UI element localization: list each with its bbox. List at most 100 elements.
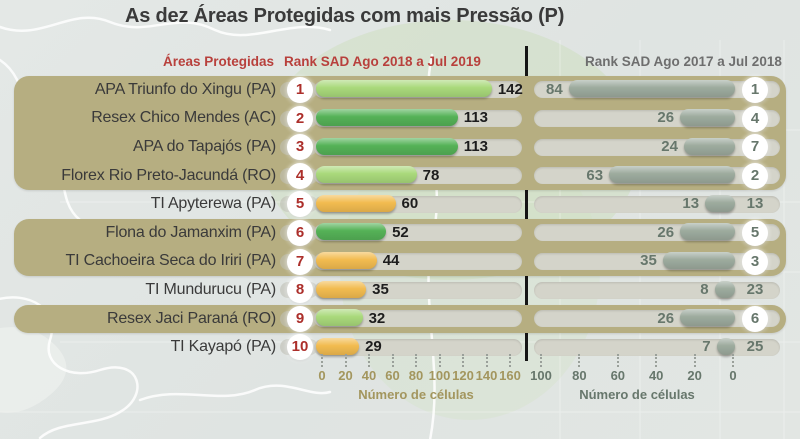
axis-tick <box>655 354 658 367</box>
areas-column-header: Áreas Protegidas <box>163 54 275 69</box>
cells-value-2018: 84 <box>546 80 563 98</box>
pressure-bar-2019 <box>316 109 458 127</box>
chart-row: APA do Tapajós (PA) 3 113 24 7 <box>0 133 800 162</box>
rank-badge-2018: 5 <box>742 219 768 246</box>
cells-value-2018: 26 <box>657 223 675 241</box>
cells-value-2018: 63 <box>586 166 604 184</box>
rank-badge-2019: 3 <box>287 134 313 161</box>
right-period-header: Rank SAD Ago 2017 a Jul 2018 <box>585 54 782 69</box>
pressure-bar-2019 <box>316 137 458 155</box>
period-divider-line <box>525 46 528 361</box>
left-axis-caption: Número de células <box>358 387 474 402</box>
pressure-bar-2019 <box>316 194 396 212</box>
axis-tick-label: 140 <box>475 368 498 383</box>
cells-value-2018: 7 <box>702 338 711 356</box>
rank-badge-2019: 2 <box>287 105 313 132</box>
rank-badge-2018: 6 <box>742 305 768 332</box>
area-label: TI Mundurucu (PA) <box>145 280 276 298</box>
axis-tick-label: 40 <box>361 368 377 383</box>
pressure-bar-2019 <box>316 337 360 355</box>
area-label: Resex Jaci Paraná (RO) <box>107 309 276 327</box>
chart-row: Resex Jaci Paraná (RO) 9 32 26 6 <box>0 305 800 334</box>
rank-badge-2019: 9 <box>287 305 313 332</box>
pressure-bar-2019 <box>316 166 417 184</box>
axis-tick <box>321 354 323 367</box>
chart-row: Florex Rio Preto-Jacundá (RO) 4 78 63 2 <box>0 162 800 191</box>
bar-track-2019 <box>314 338 522 356</box>
chart-row: TI Mundurucu (PA) 8 35 8 23 <box>0 276 800 305</box>
bar-track-2019 <box>314 310 522 328</box>
cells-value-2018: 26 <box>657 309 675 327</box>
pressure-bar-2019 <box>316 223 387 241</box>
rank-badge-2018: 7 <box>742 134 768 161</box>
area-label: Resex Chico Mendes (AC) <box>91 109 276 127</box>
axis-tick-label: 60 <box>610 368 626 383</box>
cells-value-2019: 78 <box>422 166 440 184</box>
axis-tick-label: 20 <box>687 368 702 383</box>
chart-row: Flona do Jamanxim (PA) 6 52 26 5 <box>0 219 800 248</box>
axis-tick-label: 80 <box>572 368 587 383</box>
cells-value-2019: 29 <box>365 338 382 356</box>
axis-tick <box>415 354 417 367</box>
axis-tick-label: 100 <box>428 368 451 383</box>
left-period-header: Rank SAD Ago 2018 a Jul 2019 <box>284 54 481 69</box>
rank-text-2018: 23 <box>746 280 764 298</box>
chart-row: TI Kayapó (PA) 10 29 7 25 <box>0 333 800 362</box>
rank-badge-2019: 8 <box>287 277 313 304</box>
axis-tick <box>693 354 696 367</box>
rank-badge-2019: 4 <box>287 162 313 189</box>
axis-tick <box>509 354 511 367</box>
axis-tick <box>391 354 394 367</box>
pressure-bar-2018 <box>716 337 735 355</box>
pressure-bar-2018 <box>680 309 735 327</box>
pressure-bar-2019 <box>316 252 377 270</box>
rank-badge-2019: 10 <box>287 334 313 361</box>
pressure-bar-2018 <box>680 223 735 241</box>
axis-tick <box>732 354 734 367</box>
area-label: Flona do Jamanxim (PA) <box>105 223 277 241</box>
cells-value-2019: 113 <box>463 109 488 127</box>
area-label: APA do Tapajós (PA) <box>133 137 276 155</box>
axis-tick-label: 120 <box>452 368 474 383</box>
chart-row: TI Apyterewa (PA) 5 60 13 13 <box>0 190 800 219</box>
area-label: Florex Rio Preto-Jacundá (RO) <box>61 166 276 184</box>
rank-badge-2018: 2 <box>742 162 768 189</box>
cells-value-2019: 32 <box>368 309 386 327</box>
pressure-bar-2018 <box>680 109 735 127</box>
axis-tick <box>438 354 441 367</box>
rank-text-2018: 13 <box>746 195 764 213</box>
axis-tick-label: 160 <box>499 368 521 383</box>
pressure-bar-2019 <box>316 280 367 298</box>
cells-value-2018: 13 <box>682 195 700 213</box>
cells-value-2018: 35 <box>640 252 657 270</box>
rank-badge-2019: 5 <box>287 191 313 218</box>
pressure-bar-2018 <box>609 166 735 184</box>
cells-value-2018: 26 <box>657 109 675 127</box>
pressure-bar-2018 <box>714 280 735 298</box>
cells-value-2019: 142 <box>497 80 523 98</box>
cells-value-2019: 60 <box>401 195 419 213</box>
area-label: TI Kayapó (PA) <box>170 338 277 356</box>
axis-tick <box>540 354 542 367</box>
pressure-bar-2018 <box>683 137 735 155</box>
axis-tick-label: 60 <box>385 368 400 383</box>
axis-tick-label: 0 <box>318 368 326 383</box>
chart-row: Resex Chico Mendes (AC) 2 113 26 4 <box>0 104 800 133</box>
right-axis-caption: Número de células <box>579 387 695 402</box>
rank-badge-2018: 1 <box>742 76 768 103</box>
rank-text-2018: 25 <box>746 338 764 356</box>
axis-tick <box>462 354 464 367</box>
cells-value-2019: 52 <box>392 223 409 241</box>
cells-value-2018: 8 <box>700 280 709 298</box>
axis-tick-label: 0 <box>729 368 737 383</box>
bar-track-2019 <box>314 281 522 299</box>
cells-value-2019: 44 <box>382 252 400 270</box>
rank-badge-2018: 4 <box>742 105 768 132</box>
axis-tick-label: 20 <box>338 368 353 383</box>
pressure-bar-2018 <box>568 80 735 98</box>
chart-title: As dez Áreas Protegidas com mais Pressão… <box>125 5 565 27</box>
axis-tick-label: 40 <box>648 368 664 383</box>
rank-badge-2018: 3 <box>742 248 768 275</box>
axis-tick <box>344 354 347 367</box>
